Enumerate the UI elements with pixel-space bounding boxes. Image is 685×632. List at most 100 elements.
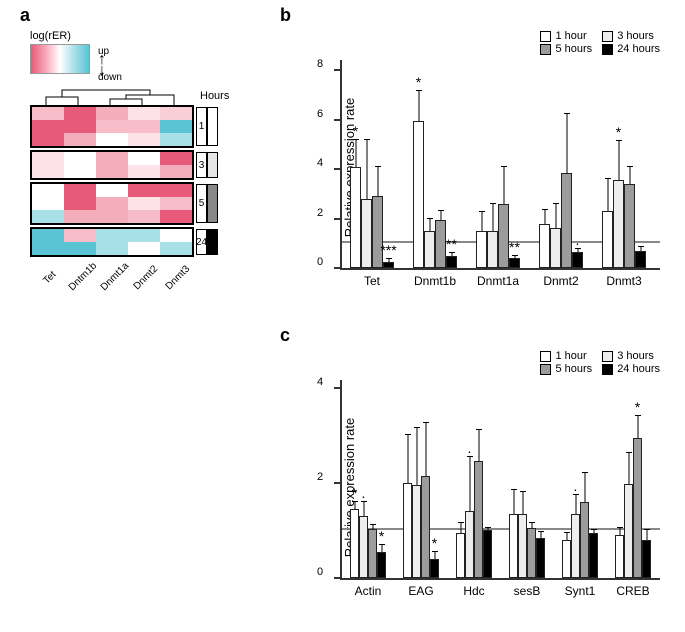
bar (446, 256, 457, 268)
bar (518, 514, 527, 578)
bar (613, 180, 624, 268)
legend-title: log(rER) (30, 30, 95, 42)
bar (350, 509, 359, 578)
significance-marker: * (635, 400, 640, 414)
bar (572, 252, 583, 268)
heatmap-cell (96, 242, 128, 255)
legend-item: 24 hours (602, 43, 660, 55)
bar (412, 485, 421, 578)
bar (361, 199, 372, 268)
bar (413, 121, 424, 268)
hour-color-box (207, 229, 218, 255)
legend-down: down (98, 72, 122, 83)
heatmap-cell (64, 242, 96, 255)
bar (350, 167, 361, 268)
legend-label: 1 hour (555, 30, 586, 42)
heatmap-cell (160, 229, 192, 242)
legend-label: 5 hours (555, 43, 592, 55)
significance-marker: . (576, 233, 580, 247)
bar (430, 559, 439, 578)
heatmap-cell (128, 152, 160, 165)
bar (383, 262, 394, 268)
bar (633, 438, 642, 578)
y-tick-label: 0 (317, 256, 323, 268)
bar (456, 533, 465, 578)
legend-label: 24 hours (617, 43, 660, 55)
significance-marker: . (574, 479, 578, 493)
legend-c: 1 hour3 hours5 hours24 hours (540, 350, 660, 375)
heatmap-cell (128, 107, 160, 120)
heatmap-cell (32, 165, 64, 178)
gradient-legend: log(rER) (30, 30, 95, 74)
bar (589, 533, 598, 578)
y-tick-label: 2 (317, 471, 323, 483)
legend-item: 1 hour (540, 350, 592, 362)
heatmap-cell (32, 133, 64, 146)
legend-item: 24 hours (602, 363, 660, 375)
bar (615, 535, 624, 578)
bar (359, 516, 368, 578)
legend-item: 3 hours (602, 30, 660, 42)
plot-area-b: 02468****Tet***Dnmt1b**Dnmt1a.Dnmt2*Dnmt… (340, 60, 660, 270)
heatmap-block: 3 (30, 150, 194, 180)
bar (509, 258, 520, 268)
heatmap-cell (32, 120, 64, 133)
hour-number: 24 (196, 229, 207, 255)
bar (527, 528, 536, 578)
significance-marker: * (352, 486, 357, 500)
heatmap-cell (96, 229, 128, 242)
heatmap-cell (96, 165, 128, 178)
bar (580, 502, 589, 578)
heatmap-x-label: Dnmt2 (131, 263, 161, 293)
heatmap-cell (64, 120, 96, 133)
hour-number: 3 (196, 152, 207, 178)
bar (602, 211, 613, 268)
legend-swatch (602, 44, 613, 55)
panel-label-c: c (280, 325, 290, 346)
heatmap-cell (128, 197, 160, 210)
x-group-label: EAG (403, 584, 439, 598)
heatmap-cell (128, 184, 160, 197)
heatmap-cell (32, 107, 64, 120)
bar (424, 231, 435, 268)
heatmap-cell (96, 152, 128, 165)
heatmap-cell (96, 184, 128, 197)
bar (377, 552, 386, 578)
heatmap-cell (64, 107, 96, 120)
bar (465, 511, 474, 578)
heatmap-cell (64, 229, 96, 242)
hour-color-box (207, 184, 218, 223)
y-tick-label: 8 (317, 58, 323, 70)
x-group-label: Actin (350, 584, 386, 598)
heatmap-cell (32, 229, 64, 242)
heatmap-cell (160, 242, 192, 255)
heatmap-cell (160, 165, 192, 178)
heatmap-x-label: Tet (35, 263, 65, 293)
x-group-label: Dnmt2 (539, 274, 583, 288)
x-group-label: Tet (350, 274, 394, 288)
bar (562, 540, 571, 578)
heatmap-cell (64, 197, 96, 210)
y-tick-label: 6 (317, 108, 323, 120)
bar (635, 251, 646, 268)
x-group-label: Hdc (456, 584, 492, 598)
legend-label: 24 hours (617, 363, 660, 375)
legend-swatch (540, 44, 551, 55)
legend-b: 1 hour 3 hours 5 hours 24 hours (540, 30, 660, 55)
heatmap-cell (128, 229, 160, 242)
dendrogram (30, 87, 190, 105)
bar (624, 184, 635, 268)
hour-color-box (207, 107, 218, 146)
heatmap-block: 5 (30, 182, 194, 225)
heatmap-cell (96, 133, 128, 146)
heatmap-cell (160, 210, 192, 223)
heatmap-x-label: Dnmt3 (163, 263, 193, 293)
x-group-label: sesB (509, 584, 545, 598)
bar (642, 540, 651, 578)
heatmap-cell (128, 165, 160, 178)
heatmap-cell (32, 197, 64, 210)
legend-item: 3 hours (602, 350, 660, 362)
heatmap: Hours 13524 TetDntm1bDnmt1aDnmt2Dnmt3 (30, 105, 194, 270)
legend-swatch (602, 351, 613, 362)
panel-label-b: b (280, 5, 291, 26)
